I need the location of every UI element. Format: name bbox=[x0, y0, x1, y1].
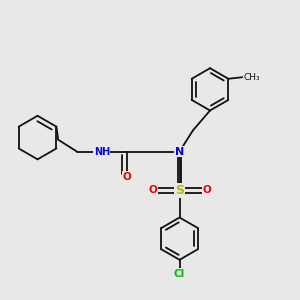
Text: O: O bbox=[202, 185, 211, 195]
Text: S: S bbox=[175, 184, 184, 197]
Text: O: O bbox=[122, 172, 131, 182]
Text: O: O bbox=[149, 185, 158, 195]
Text: CH₃: CH₃ bbox=[244, 73, 260, 82]
Text: Cl: Cl bbox=[174, 269, 185, 279]
Text: N: N bbox=[175, 147, 184, 157]
Text: NH: NH bbox=[94, 147, 110, 157]
